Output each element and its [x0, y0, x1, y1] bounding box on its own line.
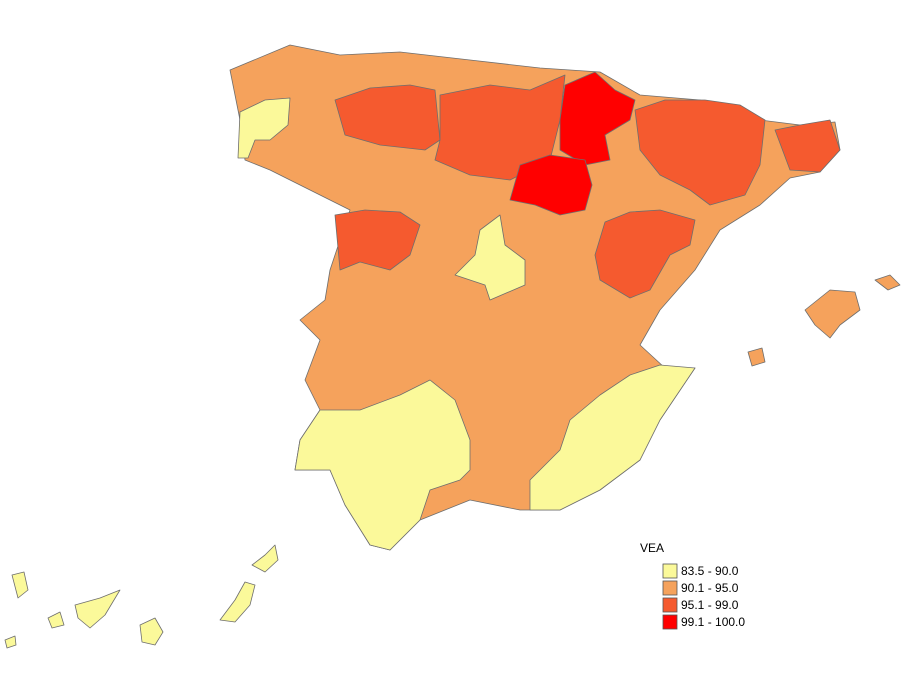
legend-swatch — [662, 580, 678, 596]
legend-label: 99.1 - 100.0 — [681, 615, 745, 629]
island — [251, 544, 279, 573]
legend-label: 95.1 - 99.0 — [681, 598, 739, 612]
legend-swatch — [662, 614, 678, 630]
province — [774, 119, 841, 173]
provinces — [4, 44, 901, 649]
legend: VEA 83.5 - 90.0 90.1 - 95.0 95.1 - 99.0 99.… — [640, 541, 745, 630]
island — [11, 571, 29, 599]
legend-label: 83.5 - 90.0 — [681, 564, 739, 578]
province — [294, 379, 471, 551]
island — [219, 581, 256, 623]
province — [594, 209, 696, 299]
province — [559, 71, 636, 166]
legend-label: 90.1 - 95.0 — [681, 581, 739, 595]
province — [634, 99, 766, 206]
province — [237, 97, 291, 159]
island — [4, 635, 17, 649]
province — [454, 214, 526, 301]
island — [804, 289, 861, 339]
island — [747, 347, 766, 367]
province — [529, 364, 696, 511]
legend-title: VEA — [640, 541, 664, 555]
island — [139, 617, 164, 646]
island — [47, 611, 65, 629]
province — [509, 154, 593, 216]
island — [874, 274, 901, 291]
legend-swatch — [662, 563, 678, 579]
province — [334, 209, 421, 271]
legend-swatch — [662, 597, 678, 613]
island — [74, 589, 121, 629]
